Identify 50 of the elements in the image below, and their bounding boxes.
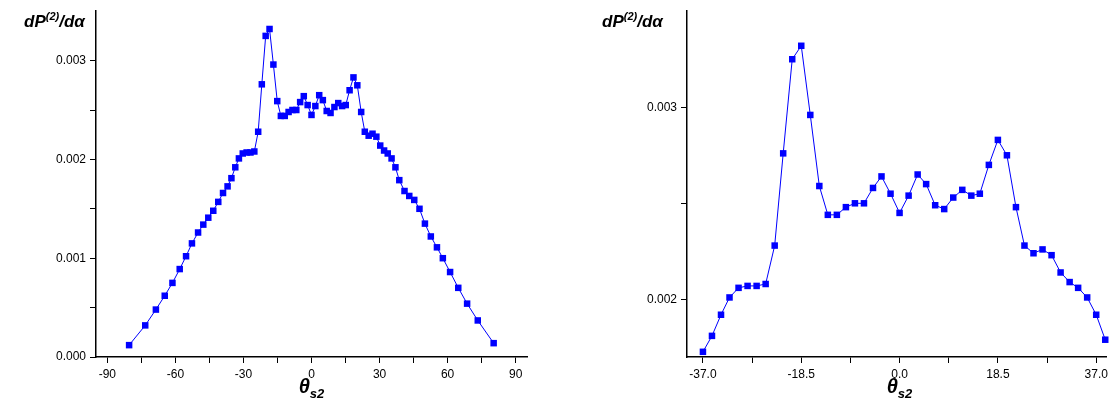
- point: [1066, 278, 1073, 286]
- point: [753, 282, 760, 290]
- point: [771, 242, 778, 249]
- y-axis-title: dP$^{(2)}$/dα: [24, 10, 85, 32]
- y-tick-label: 0.000: [55, 349, 87, 364]
- point: [959, 186, 966, 194]
- point: [1021, 242, 1028, 249]
- x-tick-label: -18.5: [787, 366, 816, 381]
- point: [717, 311, 725, 318]
- y-tick-label: 0.003: [55, 52, 87, 67]
- point: [950, 194, 957, 201]
- point: [798, 42, 805, 50]
- x-tick-label: -37.0: [689, 366, 717, 381]
- point: [976, 190, 984, 197]
- point: [1092, 311, 1100, 318]
- point: [896, 209, 903, 217]
- point: [887, 190, 894, 197]
- point: [1039, 246, 1046, 253]
- x-tick-label: 30: [372, 366, 387, 381]
- point: [860, 200, 868, 207]
- point: [914, 171, 921, 178]
- point: [878, 173, 885, 180]
- x-tick-label: 60: [440, 366, 455, 381]
- point: [735, 284, 742, 292]
- point: [1030, 250, 1037, 257]
- point: [851, 200, 859, 207]
- point: [968, 192, 975, 199]
- y-axis-title: dP$^{(2)}$/dα: [602, 10, 663, 32]
- y-tick-label: 0.002: [646, 291, 678, 306]
- point: [1057, 269, 1064, 276]
- y-tick-label: 0.002: [55, 151, 87, 166]
- point: [744, 282, 751, 290]
- point: [779, 150, 787, 157]
- y-tick-label: 0.001: [55, 250, 87, 265]
- point: [1003, 152, 1011, 159]
- point: [1083, 294, 1091, 301]
- x-tick-label: 90: [508, 366, 523, 381]
- x-tick-label: -30: [234, 366, 253, 381]
- point: [807, 111, 814, 119]
- point: [905, 192, 912, 199]
- x-tick-label: 37.0: [1084, 366, 1109, 381]
- x-tick-label: 18.5: [986, 366, 1010, 381]
- point: [816, 182, 823, 190]
- point: [726, 294, 733, 301]
- x-tick-label: -60: [166, 366, 185, 381]
- y-tick-label: 0.003: [646, 99, 678, 114]
- x-tick-label: -90: [98, 366, 117, 381]
- point: [1101, 336, 1109, 343]
- point: [1048, 251, 1055, 259]
- point: [762, 280, 769, 288]
